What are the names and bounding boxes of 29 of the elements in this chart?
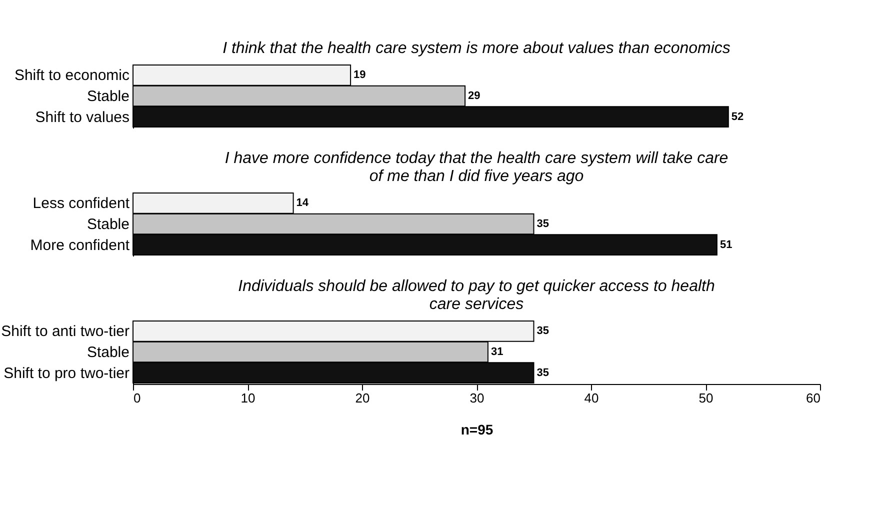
- y-tick-label: Shift to economic: [14, 67, 130, 84]
- data-label: 31: [490, 346, 504, 358]
- data-label: 29: [468, 90, 480, 102]
- x-tick-label: 40: [584, 390, 599, 406]
- data-label: 51: [720, 238, 732, 251]
- data-label: 52: [731, 110, 744, 123]
- y-tick-label: Stable: [86, 88, 130, 105]
- data-label: 35: [536, 325, 549, 338]
- x-tick-label: 30: [470, 390, 484, 406]
- y-tick-label: Stable: [86, 216, 130, 233]
- y-tick-label: Shift to anti two-tier: [1, 323, 130, 340]
- chart-title: I have more confidence today that the health care system will take care of me than I did five years ago: [224, 150, 728, 185]
- x-axis-title: n=95: [460, 422, 494, 438]
- chart-title: Individuals should be allowed to pay to get quicker access to health care services: [238, 278, 715, 313]
- x-tick-label: 0: [134, 390, 141, 406]
- chart-title: I think that the health care system is more about values than economics: [222, 40, 730, 57]
- x-tick-label: 10: [240, 390, 256, 406]
- data-label: 35: [536, 366, 549, 379]
- y-tick-label: Shift to values: [35, 108, 130, 126]
- data-label: 35: [536, 218, 549, 230]
- data-label: 19: [354, 69, 366, 82]
- data-label: 14: [296, 197, 310, 210]
- y-tick-label: Stable: [86, 344, 130, 361]
- y-tick-label: Shift to pro two-tier: [4, 364, 130, 382]
- x-tick-label: 20: [355, 390, 370, 406]
- x-tick-label: 50: [698, 390, 714, 406]
- y-tick-label: More confident: [30, 236, 130, 254]
- y-tick-label: Less confident: [32, 195, 130, 212]
- x-tick-label: 60: [806, 390, 820, 406]
